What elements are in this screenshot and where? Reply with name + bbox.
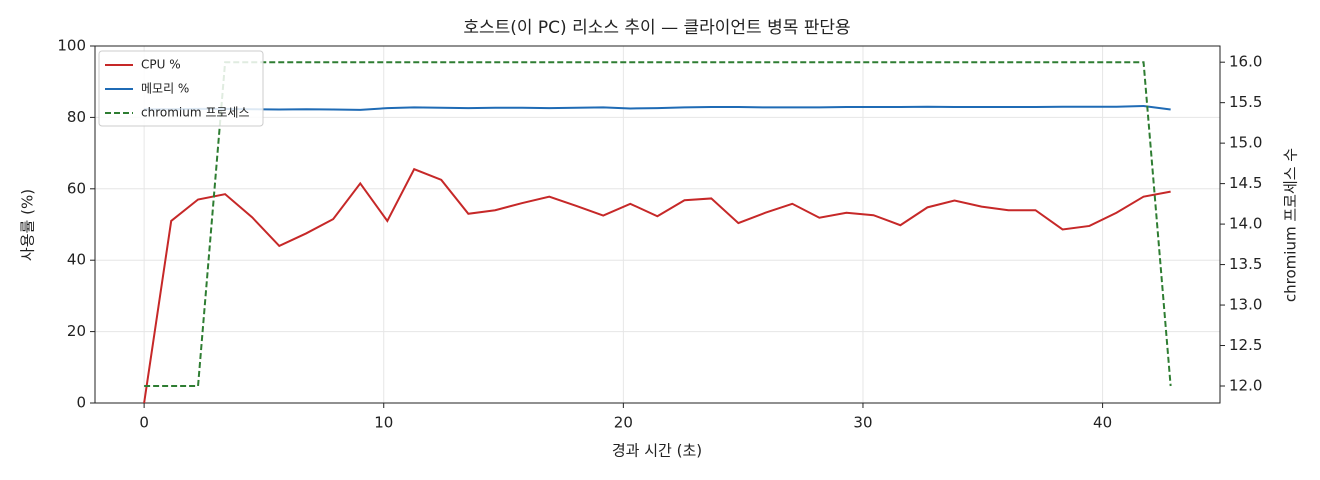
y-tick-label: 80 [67,108,86,126]
y-tick-label: 20 [67,322,86,340]
series-line [144,61,1172,387]
legend-label: CPU % [141,58,181,72]
y-axis-label: 사용률 (%) [19,189,37,261]
y2-tick-label: 14.0 [1229,215,1262,233]
x-tick-label: 20 [614,414,633,432]
y-tick-label: 100 [57,37,86,55]
y-tick-label: 60 [67,179,86,197]
x-tick-label: 40 [1093,414,1112,432]
y-tick-label: 0 [76,394,86,412]
legend-label: chromium 프로세스 [141,106,250,120]
y2-tick-label: 13.0 [1229,296,1262,314]
legend-box [98,50,264,127]
x-axis-label: 경과 시간 (초) [612,442,702,460]
grid [95,45,1220,404]
y2-tick-label: 12.5 [1229,336,1262,354]
series-line [143,167,1171,404]
plot-frame [94,45,1221,404]
x-tick-label: 0 [139,414,149,432]
y2-tick-label: 15.5 [1229,93,1262,111]
y2-tick-label: 15.0 [1229,134,1262,152]
y2-tick-label: 14.5 [1229,174,1262,192]
y2-tick-label: 12.0 [1229,377,1262,395]
y2-axis-label: chromium 프로세스 수 [1282,148,1300,302]
y2-tick-label: 16.0 [1229,53,1262,71]
x-tick-label: 10 [374,414,393,432]
y-tick-label: 40 [67,251,86,269]
chart-title: 호스트(이 PC) 리소스 추이 — 클라이언트 병목 판단용 [463,18,850,38]
legend: CPU % 메모리 % chromium 프로세스 [98,50,264,127]
series-line [144,104,1171,111]
legend-label: 메모리 % [141,82,189,96]
x-tick-label: 30 [853,414,872,432]
y2-tick-label: 13.5 [1229,255,1262,273]
